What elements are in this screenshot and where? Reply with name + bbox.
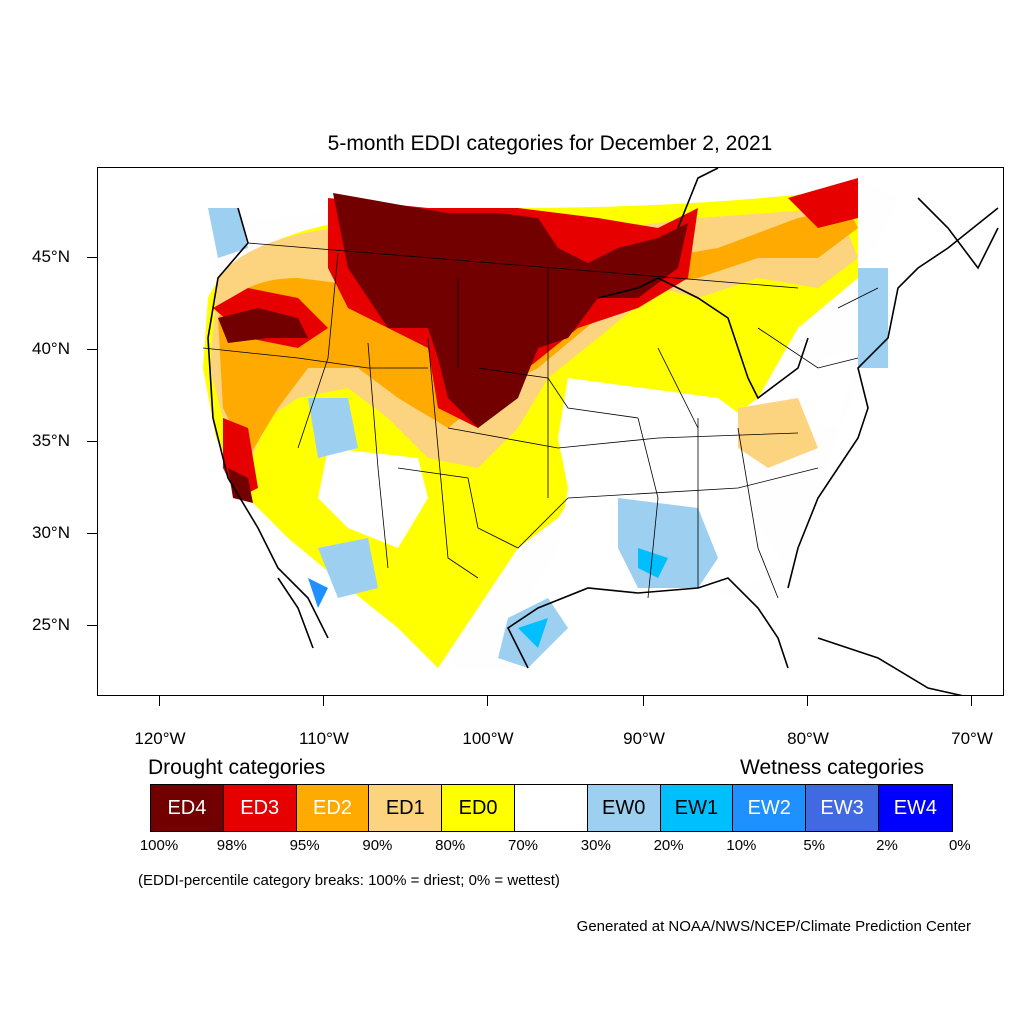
percentile-label: 5% <box>803 837 826 854</box>
category-breaks-note: (EDDI-percentile category breaks: 100% =… <box>138 872 560 889</box>
ew2-arizona <box>308 578 328 608</box>
ew0-washington <box>208 208 248 258</box>
state-boundaries <box>202 242 879 599</box>
percentile-label: 70% <box>507 837 539 854</box>
legend-swatch-ew4: EW4 <box>878 785 952 831</box>
x-label-70w: 70°W <box>951 729 993 748</box>
y-label-40n: 40°N <box>32 339 70 358</box>
x-tick <box>643 696 644 706</box>
x-tick <box>159 696 160 706</box>
ed4-oregon <box>218 308 308 343</box>
ew1-texas-coast <box>518 618 548 648</box>
ew1-mississippi <box>638 548 668 578</box>
y-tick <box>87 533 97 534</box>
percentile-label: 80% <box>435 837 466 854</box>
legend-swatch-ed0: ED0 <box>442 785 515 831</box>
legend-swatch-ew3: EW3 <box>806 785 879 831</box>
y-label-25n: 25°N <box>32 615 70 634</box>
legend-swatch-ed3: ED3 <box>223 785 297 831</box>
credit-line: Generated at NOAA/NWS/NCEP/Climate Predi… <box>576 918 971 935</box>
percentile-label: 10% <box>726 837 757 854</box>
legend-swatch-ew0: EW0 <box>587 785 661 831</box>
ew0-utah <box>308 398 358 458</box>
x-tick <box>807 696 808 706</box>
percentile-label: 0% <box>948 837 971 854</box>
y-label-35n: 35°N <box>32 431 70 450</box>
map-title: 5-month EDDI categories for December 2, … <box>327 132 773 155</box>
us-map-graphic <box>202 168 999 695</box>
percentile-label: 95% <box>289 837 320 854</box>
ed4-california <box>228 468 253 503</box>
legend-swatch-ed1: ED1 <box>369 785 443 831</box>
ed4-region <box>333 193 688 428</box>
legend-swatch-none <box>514 785 588 831</box>
percentile-label: 2% <box>876 837 898 854</box>
no-anomaly-southwest <box>318 448 428 548</box>
x-label-120w: 120°W <box>134 729 186 748</box>
y-tick <box>87 349 97 350</box>
percentile-label: 30% <box>580 837 611 854</box>
legend-swatch-ew1: EW1 <box>660 785 734 831</box>
x-label-110w: 110°W <box>299 729 349 748</box>
percentile-label: 20% <box>653 837 684 854</box>
coastlines <box>207 168 999 695</box>
drought-categories-heading: Drought categories <box>148 756 326 779</box>
x-label-100w: 100°W <box>462 729 514 748</box>
percentile-label: 100% <box>139 837 179 854</box>
eddi-map <box>97 167 1004 696</box>
x-label-80w: 80°W <box>787 729 829 748</box>
percentile-label: 98% <box>216 837 247 854</box>
percentile-label: 90% <box>362 837 393 854</box>
category-legend-bar: ED4 ED3 ED2 ED1 ED0 EW0 EW1 EW2 EW3 EW4 <box>150 784 953 832</box>
wetness-categories-heading: Wetness categories <box>740 756 925 779</box>
legend-swatch-ed2: ED2 <box>296 785 370 831</box>
x-tick <box>971 696 972 706</box>
ed1-southeast <box>738 398 818 468</box>
legend-swatch-ew2: EW2 <box>733 785 807 831</box>
y-tick <box>87 257 97 258</box>
legend-swatch-ed4: ED4 <box>151 785 224 831</box>
ed3-maine <box>788 178 858 228</box>
y-tick <box>87 441 97 442</box>
x-label-90w: 90°W <box>623 729 665 748</box>
x-tick <box>323 696 324 706</box>
y-tick <box>87 625 97 626</box>
y-label-45n: 45°N <box>32 247 70 266</box>
ew0-southwest <box>318 538 378 598</box>
ew0-new-england <box>858 268 888 368</box>
x-tick <box>487 696 488 706</box>
y-label-30n: 30°N <box>32 523 70 542</box>
